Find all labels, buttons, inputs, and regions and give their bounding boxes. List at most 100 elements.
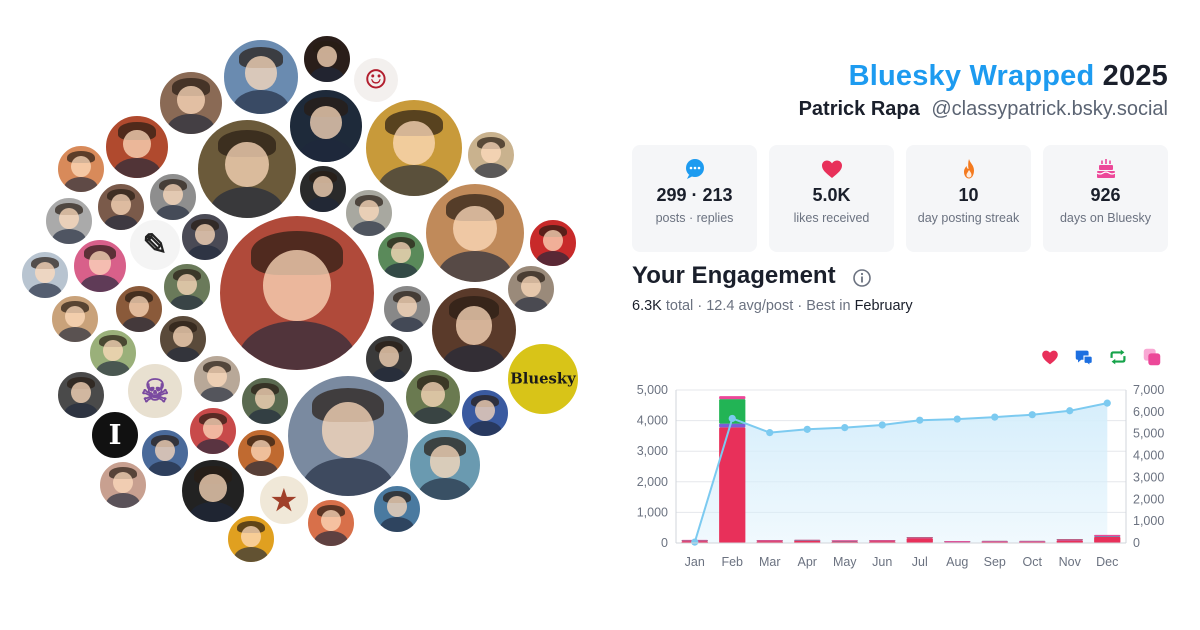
y-left-tick-label: 2,000: [637, 475, 668, 489]
avatar[interactable]: [364, 98, 464, 198]
avatar[interactable]: Bluesky: [506, 342, 580, 416]
avatar[interactable]: ★: [258, 474, 310, 526]
y-left-tick-label: 0: [661, 536, 668, 550]
avatar[interactable]: [158, 70, 224, 136]
avatar[interactable]: [72, 238, 128, 294]
stats-row: 299 · 213 posts · replies 5.0K likes rec…: [632, 145, 1168, 252]
avatar[interactable]: [104, 114, 170, 180]
avatar[interactable]: [372, 484, 422, 534]
avatar-face: [194, 224, 216, 246]
avatar[interactable]: [382, 284, 432, 334]
x-tick-label: May: [833, 555, 857, 569]
avatar[interactable]: [196, 118, 298, 220]
speech-bubble-icon: [685, 159, 704, 179]
avatar[interactable]: [98, 460, 148, 510]
avatar-face: [378, 346, 400, 368]
avatar[interactable]: [218, 214, 376, 372]
avatar-body: [209, 186, 285, 218]
bar-segment: [756, 540, 783, 541]
heart-icon[interactable]: [1039, 346, 1061, 368]
avatar[interactable]: ☺: [352, 56, 400, 104]
avatar[interactable]: [162, 262, 212, 312]
avatar[interactable]: [506, 264, 556, 314]
avatar[interactable]: [96, 182, 146, 232]
bar-segment: [1094, 534, 1121, 537]
avatar-body: [313, 531, 349, 546]
avatar-face: [358, 200, 380, 222]
avatar-face: [263, 249, 331, 321]
avatar-logo: ★: [271, 483, 297, 517]
engagement-best-month: February: [854, 298, 913, 314]
avatar[interactable]: [364, 334, 414, 384]
avatar[interactable]: [344, 188, 394, 238]
bar-segment: [869, 540, 896, 541]
avatar[interactable]: [20, 250, 70, 300]
avatar[interactable]: [158, 314, 208, 364]
quote-icon[interactable]: [1141, 346, 1163, 368]
avatar-body: [27, 283, 63, 298]
avatar[interactable]: [236, 428, 286, 478]
avatar[interactable]: [430, 286, 518, 374]
cumulative-points: [691, 399, 1111, 546]
avatar-body: [238, 320, 356, 370]
info-icon[interactable]: [852, 268, 872, 288]
avatar-body: [63, 403, 99, 418]
avatar[interactable]: [466, 130, 516, 180]
user-handle[interactable]: @classypatrick.bsky.social: [931, 98, 1168, 120]
avatar-body: [535, 251, 571, 266]
avatar[interactable]: [56, 370, 106, 420]
engagement-avg: 12.4 avg/post: [706, 298, 794, 314]
x-tick-label: Apr: [798, 555, 817, 569]
avatar[interactable]: [44, 196, 94, 246]
avatar[interactable]: [88, 328, 138, 378]
cumulative-point: [803, 425, 811, 433]
avatar-face: [110, 194, 132, 216]
avatar[interactable]: [226, 514, 276, 564]
avatar[interactable]: [114, 284, 164, 334]
avatar[interactable]: [302, 34, 352, 84]
avatar[interactable]: [180, 458, 246, 524]
y-right-tick-label: 1,000: [1133, 514, 1164, 528]
avatar[interactable]: [376, 230, 426, 280]
avatar-body: [309, 67, 345, 82]
avatar[interactable]: [288, 88, 364, 164]
avatar-face: [177, 85, 205, 115]
avatar[interactable]: [306, 498, 356, 548]
avatar[interactable]: [404, 368, 462, 426]
reply-bubbles-icon[interactable]: [1073, 346, 1095, 368]
avatar-face: [386, 496, 408, 518]
avatar[interactable]: I: [90, 410, 140, 460]
cumulative-point: [766, 429, 774, 437]
avatar[interactable]: [286, 374, 410, 498]
avatar[interactable]: [222, 38, 300, 116]
avatar[interactable]: [140, 428, 190, 478]
avatar-face: [474, 400, 496, 422]
avatar-face: [176, 274, 198, 296]
y-right-tick-label: 3,000: [1133, 470, 1164, 484]
avatar[interactable]: [240, 376, 290, 426]
avatar[interactable]: [460, 388, 510, 438]
avatar[interactable]: [528, 218, 578, 268]
avatar[interactable]: [408, 428, 482, 502]
avatar[interactable]: ☠: [126, 362, 184, 420]
avatar-face: [70, 156, 92, 178]
bar-segment: [719, 396, 746, 400]
avatar[interactable]: [424, 182, 526, 284]
x-tick-label: Mar: [759, 555, 781, 569]
bar-segment: [794, 539, 821, 541]
avatar[interactable]: [180, 212, 230, 262]
avatar[interactable]: [192, 354, 242, 404]
avatar[interactable]: [50, 294, 100, 344]
avatar[interactable]: [188, 406, 238, 456]
stat-label: day posting streak: [917, 211, 1020, 225]
avatar[interactable]: [56, 144, 106, 194]
repost-icon[interactable]: [1107, 346, 1129, 368]
bar-segment: [719, 423, 746, 428]
avatar-face: [392, 121, 436, 166]
avatar[interactable]: [298, 164, 348, 214]
user-line: Patrick Rapa @classypatrick.bsky.social: [799, 96, 1168, 122]
y-right-tick-label: 0: [1133, 536, 1140, 550]
cake-icon: [1096, 159, 1115, 178]
avatar-body: [105, 493, 141, 508]
avatar[interactable]: [148, 172, 198, 222]
